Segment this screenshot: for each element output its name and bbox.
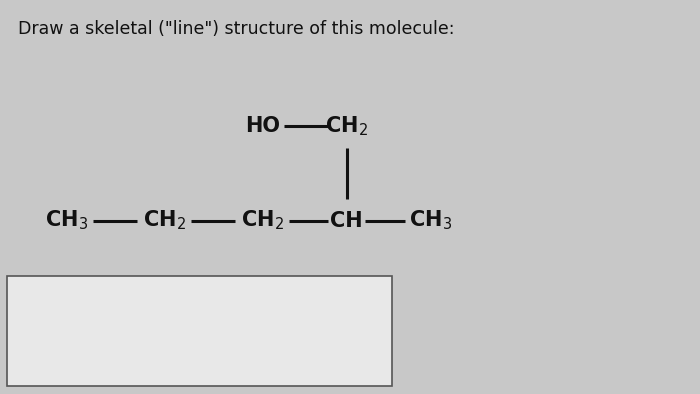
Text: CH$_2$: CH$_2$ <box>241 209 284 232</box>
Text: CH$_3$: CH$_3$ <box>409 209 452 232</box>
FancyBboxPatch shape <box>7 276 392 386</box>
Text: CH$_3$: CH$_3$ <box>45 209 88 232</box>
Text: HO: HO <box>245 116 280 136</box>
Text: CH$_2$: CH$_2$ <box>325 114 368 138</box>
Text: CH: CH <box>330 211 363 230</box>
Text: CH$_2$: CH$_2$ <box>143 209 186 232</box>
Text: Draw a skeletal ("line") structure of this molecule:: Draw a skeletal ("line") structure of th… <box>18 20 454 38</box>
